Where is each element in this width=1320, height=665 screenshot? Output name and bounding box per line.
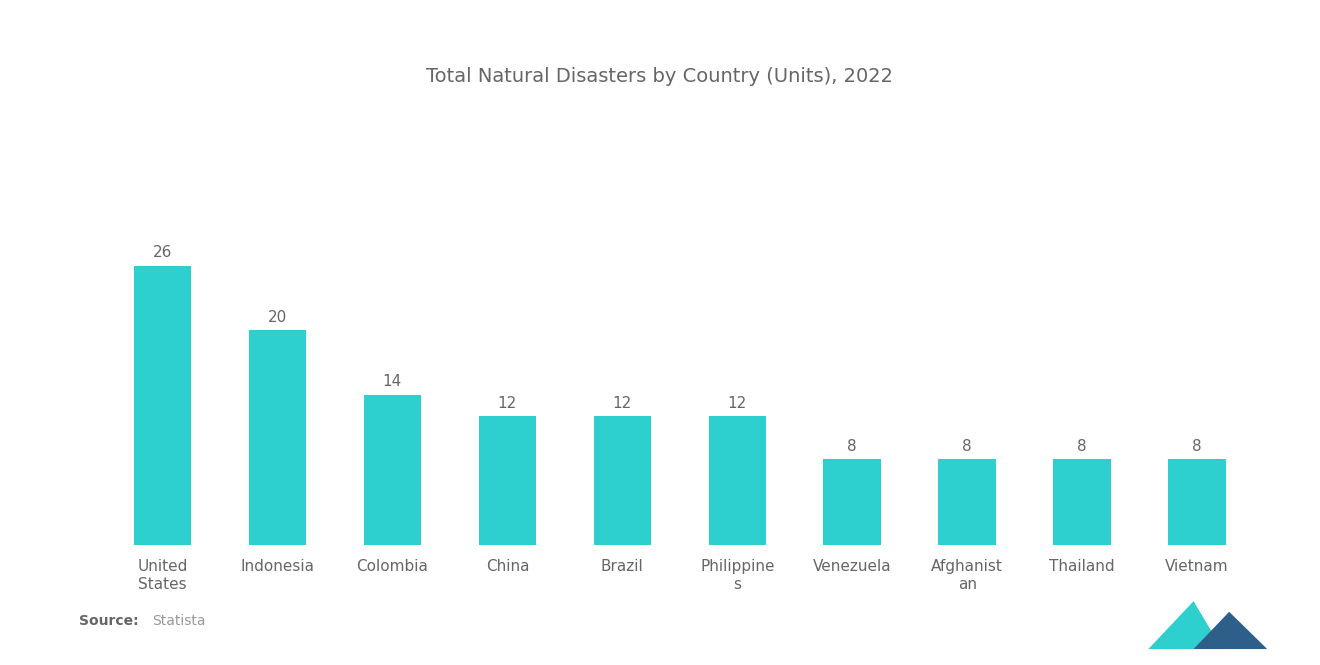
Bar: [248, 330, 306, 545]
Bar: [364, 395, 421, 545]
Bar: [133, 265, 191, 545]
Polygon shape: [1193, 612, 1267, 649]
Bar: [939, 460, 995, 545]
Bar: [709, 416, 766, 545]
Text: 8: 8: [847, 439, 857, 454]
Polygon shape: [1148, 601, 1222, 649]
Text: 14: 14: [383, 374, 403, 389]
Bar: [1168, 460, 1226, 545]
Text: 12: 12: [727, 396, 747, 411]
Text: 8: 8: [1077, 439, 1086, 454]
Text: 26: 26: [153, 245, 172, 260]
Bar: [1053, 460, 1111, 545]
Text: Statista: Statista: [152, 614, 206, 628]
Text: 8: 8: [1192, 439, 1203, 454]
Text: Source:: Source:: [79, 614, 139, 628]
Text: 12: 12: [612, 396, 632, 411]
Text: 20: 20: [268, 310, 288, 325]
Bar: [479, 416, 536, 545]
Text: 12: 12: [498, 396, 517, 411]
Text: 8: 8: [962, 439, 972, 454]
Bar: [594, 416, 651, 545]
Bar: [824, 460, 880, 545]
Text: Total Natural Disasters by Country (Units), 2022: Total Natural Disasters by Country (Unit…: [426, 66, 894, 86]
